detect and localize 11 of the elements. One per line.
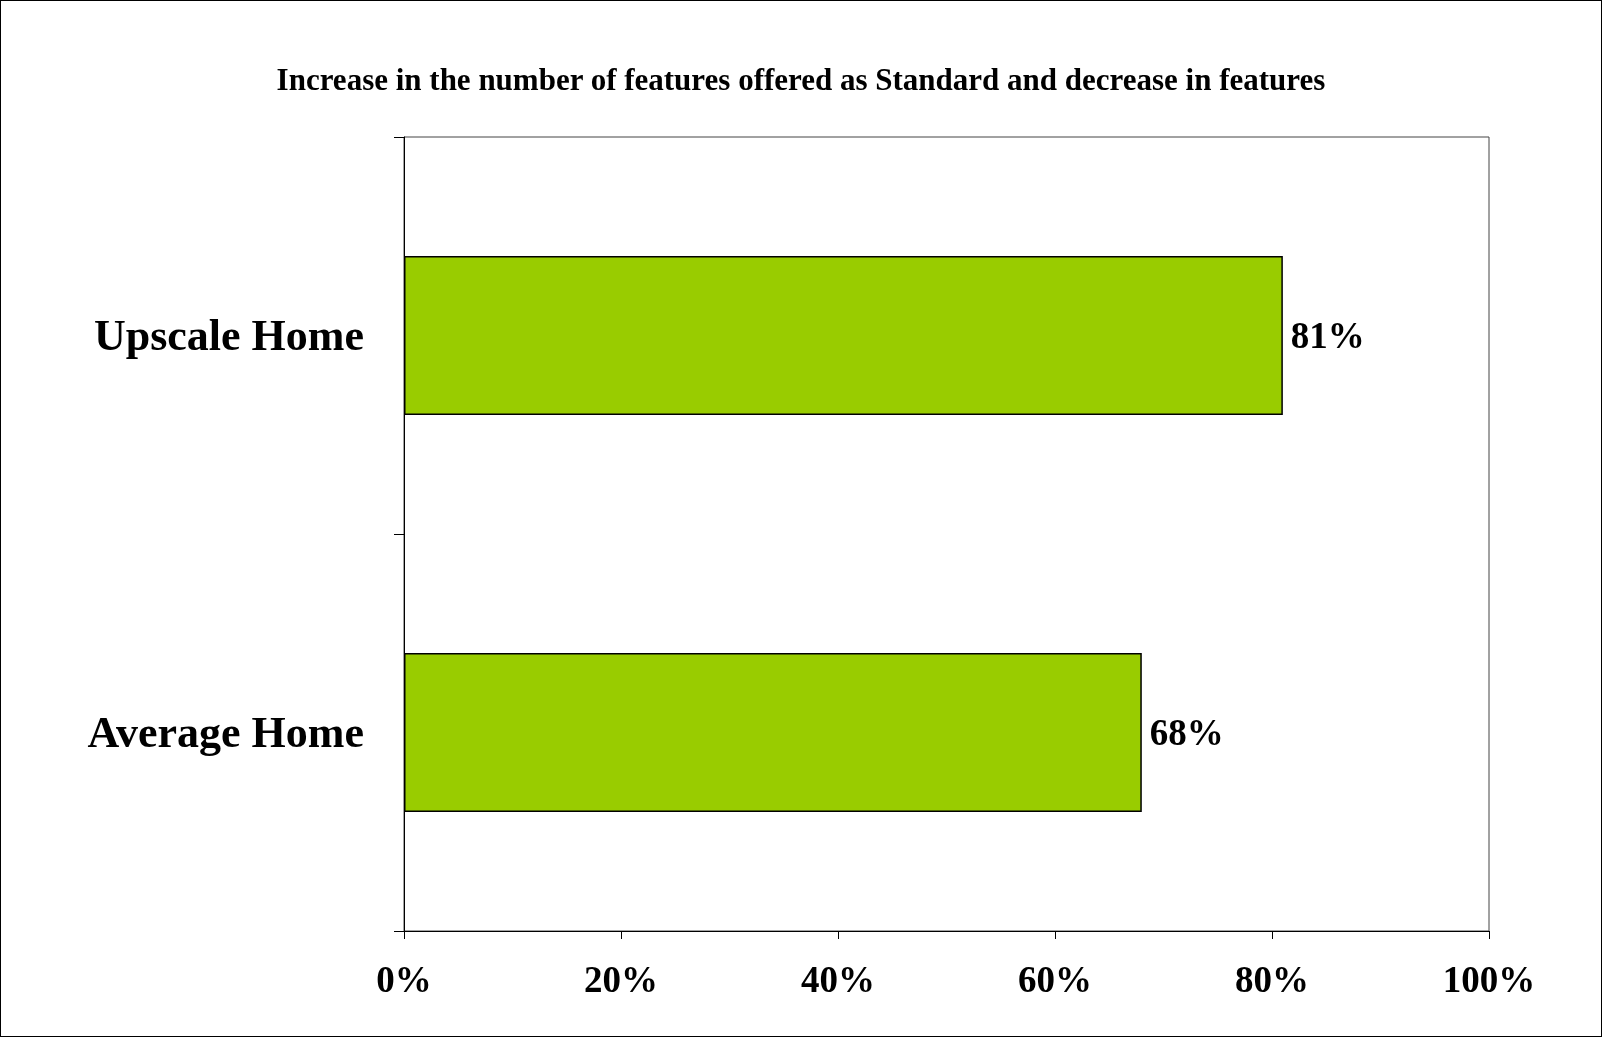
chart-title: Increase in the number of features offered as Standard and decrease in features xyxy=(276,62,1326,97)
data-label: 81% xyxy=(1290,315,1365,356)
x-tick-label: 20% xyxy=(584,959,658,1000)
x-tick-label: 100% xyxy=(1442,959,1536,1000)
x-tick-label: 0% xyxy=(376,959,432,1000)
x-tick-label: 40% xyxy=(801,959,875,1000)
y-tick-label: Average Home xyxy=(87,708,364,757)
x-tick-label: 80% xyxy=(1235,959,1309,1000)
x-tick-label: 60% xyxy=(1018,959,1092,1000)
data-label: 68% xyxy=(1149,712,1224,753)
y-tick-label: Upscale Home xyxy=(93,311,364,360)
